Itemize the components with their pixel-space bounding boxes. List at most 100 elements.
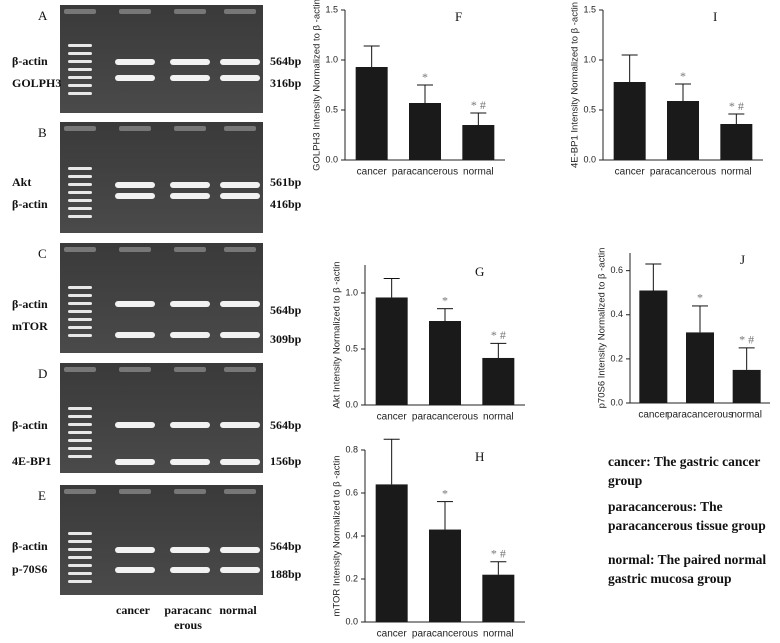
band-size-label: 416bp [270,197,302,211]
panel-letter: F [455,9,462,24]
gel-well [64,367,96,372]
ladder-band [68,556,92,559]
y-tick-label: 0.4 [610,309,623,319]
y-tick-label: 0.0 [345,616,358,626]
x-tick-label: cancer [638,410,669,421]
y-tick-label: 1.0 [345,287,358,297]
gel-band [115,193,155,199]
ladder-band [68,84,92,87]
gel-band [170,547,210,553]
ladder-band [68,68,92,71]
y-axis-title: p70S6 Intensity Normalized to β -actin [597,248,608,409]
band-size-label: 564bp [270,539,302,553]
gel-band [115,182,155,188]
ladder-band [68,175,92,178]
band-size-label: 188bp [270,567,302,581]
significance-mark: * [697,291,703,305]
gel-band [220,332,260,338]
gel-well [174,247,206,252]
gel-row-label: p-70S6 [12,562,47,576]
ladder-band [68,532,92,535]
gel-band [220,193,260,199]
y-tick-label: 0.5 [345,343,358,353]
y-axis-title: mTOR Intensity Normalized to β -actin [332,455,343,616]
ladder-band [68,207,92,210]
gel-image [60,363,263,473]
x-tick-label: normal [483,629,514,640]
significance-mark: * [680,69,686,83]
gel-well [224,9,256,14]
gel-band [115,332,155,338]
gel-band [170,182,210,188]
ladder-band [68,540,92,543]
panel-letter: C [38,246,47,261]
gel-band [220,301,260,307]
ladder-band [68,52,92,55]
ladder-band [68,286,92,289]
gel-band [220,567,260,573]
gel-band [170,332,210,338]
x-tick-label: cancer [377,412,408,423]
gel-band [220,59,260,65]
bar [375,297,408,405]
x-tick-label: cancer [357,167,388,178]
panel-letter: B [38,125,47,140]
ladder-band [68,76,92,79]
ladder-band [68,439,92,442]
gel-well [174,367,206,372]
ladder-band [68,199,92,202]
gel-band [170,75,210,81]
gel-row-label: GOLPH3 [12,76,61,90]
gel-image [60,485,263,595]
gel-band [170,59,210,65]
gel-well [64,247,96,252]
lane-label: paracanc [164,603,212,617]
y-tick-label: 0.4 [345,530,358,540]
band-size-label: 561bp [270,175,302,189]
ladder-band [68,407,92,410]
gel-band [170,193,210,199]
gel-band [220,75,260,81]
y-axis-title: Akt Intensity Normalized to β -actin [332,262,343,409]
x-tick-label: cancer [615,167,646,178]
y-tick-label: 1.0 [583,54,596,64]
ladder-band [68,167,92,170]
gel-row-label: β-actin [12,297,48,311]
y-tick-label: 1.0 [325,54,338,64]
y-tick-label: 0.8 [345,444,358,454]
y-tick-label: 1.5 [325,4,338,14]
gel-well [174,489,206,494]
x-tick-label: normal [483,412,514,423]
bar [613,82,646,160]
significance-mark: * # [739,333,754,347]
ladder-band [68,455,92,458]
ladder-band [68,92,92,95]
gel-well [119,247,151,252]
bar [482,574,515,622]
significance-mark: * [442,486,448,500]
x-tick-label: paracancerous [392,167,458,178]
lane-label: cancer [116,603,151,617]
y-axis-title: 4E-BP1 Intensity Normalized to β -actin [570,2,581,168]
gel-row-label: β-actin [12,54,48,68]
ladder-band [68,334,92,337]
ladder-band [68,44,92,47]
ladder-band [68,447,92,450]
panel-letter: H [475,449,484,464]
x-tick-label: normal [731,410,762,421]
gel-well [64,489,96,494]
panel-letter: I [713,9,717,24]
bar [720,124,753,160]
gel-band [115,547,155,553]
gel-row-label: β-actin [12,418,48,432]
bar [732,369,761,403]
significance-mark: * # [491,328,506,342]
band-size-label: 309bp [270,332,302,346]
x-tick-label: normal [721,167,752,178]
bar [462,125,495,160]
y-tick-label: 0.6 [345,487,358,497]
gel-well [224,489,256,494]
bar [375,484,408,622]
